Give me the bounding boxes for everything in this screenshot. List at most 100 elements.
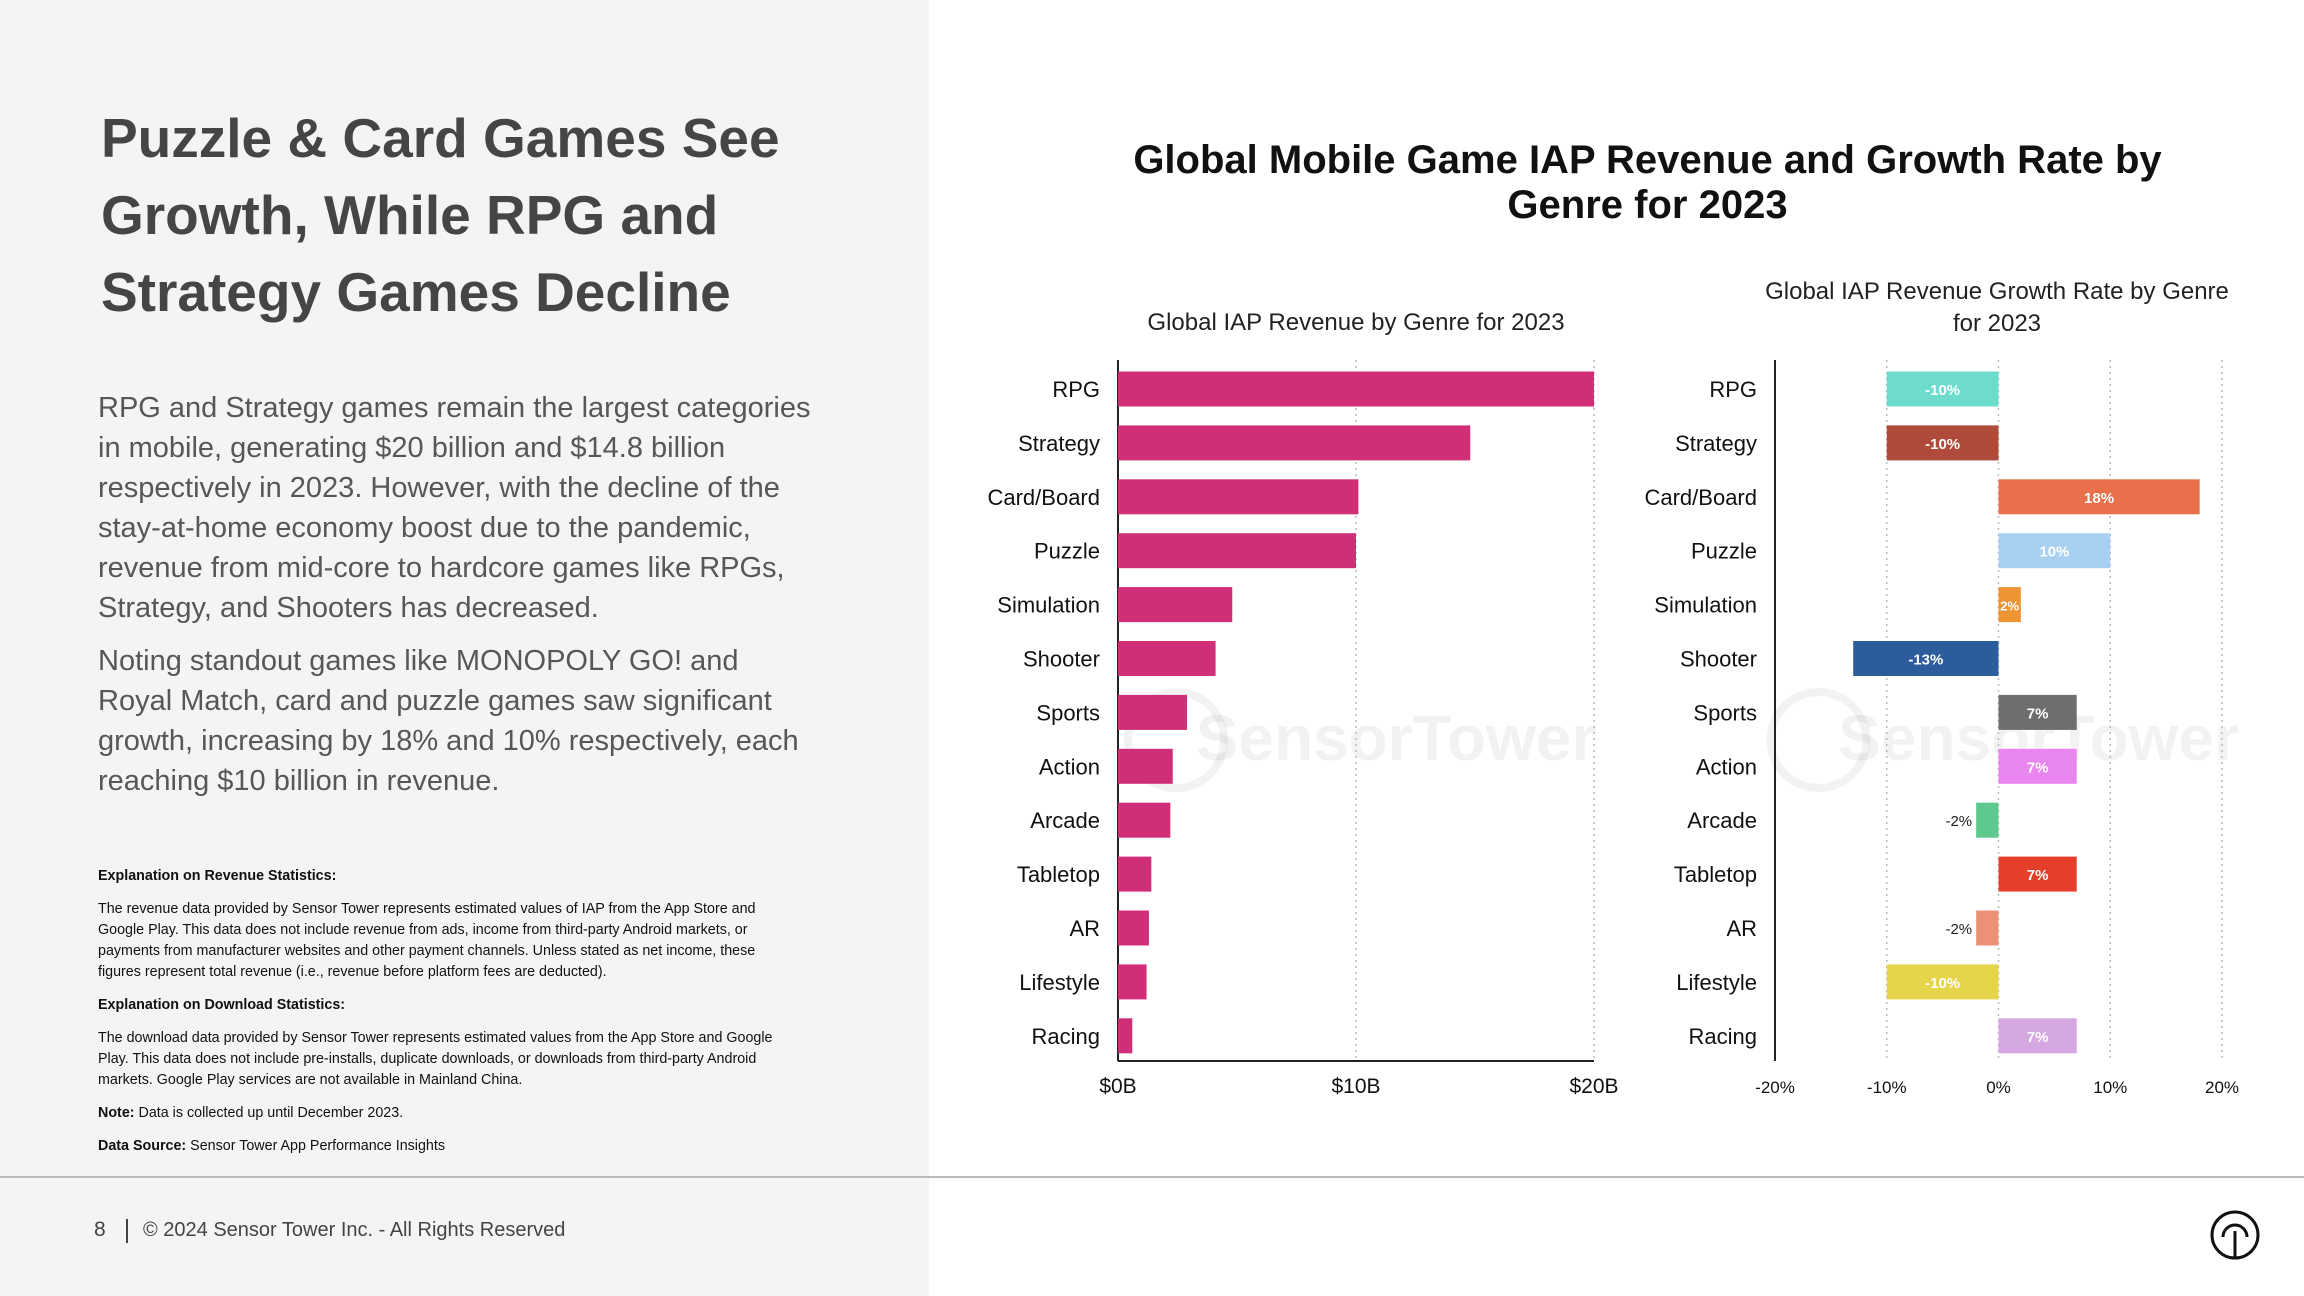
category-label: Tabletop: [1017, 862, 1100, 887]
data-label: 7%: [2027, 759, 2049, 776]
category-label: Puzzle: [1691, 539, 1757, 564]
note-text: Data is collected up until December 2023…: [134, 1105, 404, 1121]
page-title: Puzzle & Card Games See Growth, While RP…: [101, 107, 780, 323]
category-label: Racing: [1032, 1024, 1100, 1049]
bar: [1998, 1018, 2077, 1054]
data-label: 7%: [2027, 705, 2049, 722]
category-label: AR: [1726, 916, 1757, 941]
x-tick-label: $0B: [1099, 1075, 1136, 1098]
body-paragraph: Noting standout games like MONOPOLY GO! …: [98, 645, 799, 797]
bar: [1998, 748, 2077, 784]
x-tick-label: 20%: [2205, 1078, 2239, 1097]
category-label: Simulation: [1654, 593, 1757, 618]
bar: [1118, 371, 1594, 407]
bar: [1976, 910, 1999, 946]
bar: [1118, 1018, 1133, 1054]
category-label: Action: [1696, 754, 1757, 779]
note-label: Note:: [98, 1105, 135, 1121]
bar: [1118, 964, 1147, 1000]
chart-title: Global Mobile Game IAP Revenue and Growt…: [1133, 138, 2162, 227]
bar: [1118, 856, 1152, 892]
bar: [1998, 856, 2077, 892]
bar: [1118, 641, 1216, 676]
data-label: -10%: [1925, 975, 1960, 992]
data-label: -10%: [1925, 436, 1960, 453]
category-label: Sports: [1693, 700, 1757, 725]
x-tick-label: -10%: [1867, 1078, 1907, 1097]
category-label: Arcade: [1030, 808, 1100, 833]
category-label: Lifestyle: [1019, 970, 1100, 995]
bar: [1118, 694, 1188, 730]
bar: [1886, 425, 1999, 461]
left-panel: Puzzle & Card Games See Growth, While RP…: [0, 0, 929, 1296]
category-label: Puzzle: [1034, 539, 1100, 564]
body-paragraph: RPG and Strategy games remain the larges…: [98, 392, 811, 624]
note: Note: Data is collected up until Decembe…: [98, 1103, 798, 1124]
bar: [1853, 641, 1999, 676]
data-label: -2%: [1945, 813, 1972, 830]
bar: [1998, 479, 2200, 515]
revenue-text: The revenue data provided by Sensor Towe…: [98, 901, 756, 980]
bar: [1886, 964, 1999, 1000]
bar: [1998, 533, 2111, 569]
source-text: Sensor Tower App Performance Insights: [186, 1138, 446, 1154]
footer-separator: [126, 1219, 128, 1243]
watermark-logo-icon: [1124, 688, 1228, 792]
x-tick-label: $10B: [1331, 1075, 1380, 1098]
data-label: 10%: [2039, 544, 2069, 561]
bar: [1118, 910, 1149, 946]
category-label: Action: [1039, 754, 1100, 779]
watermark: SensorTower: [1838, 702, 2239, 774]
category-label: Sports: [1036, 700, 1100, 725]
source-label: Data Source:: [98, 1138, 187, 1154]
category-label: Lifestyle: [1676, 970, 1757, 995]
sensor-tower-logo-icon: [2210, 1210, 2260, 1260]
category-label: AR: [1069, 916, 1100, 941]
download-heading: Explanation on Download Statistics:: [98, 997, 346, 1013]
data-label: -10%: [1925, 382, 1960, 399]
chart-subtitle: for 2023: [1953, 310, 2041, 337]
bar: [1118, 479, 1359, 515]
x-tick-label: 0%: [1986, 1078, 2011, 1097]
x-tick-label: -20%: [1755, 1078, 1795, 1097]
category-label: Racing: [1689, 1024, 1757, 1049]
category-label: Strategy: [1675, 431, 1757, 456]
x-tick-label: 10%: [2093, 1078, 2127, 1097]
footer-divider: [0, 1176, 2304, 1178]
bar: [1998, 694, 2077, 730]
bar: [1118, 425, 1471, 461]
data-label: 7%: [2027, 867, 2049, 884]
category-label: Simulation: [997, 593, 1100, 618]
watermark: SensorTower: [1196, 702, 1597, 774]
bar: [1118, 748, 1173, 784]
download-text: The download data provided by Sensor Tow…: [98, 1030, 773, 1088]
revenue-heading: Explanation on Revenue Statistics:: [98, 868, 337, 884]
data-label: 7%: [2027, 1029, 2049, 1046]
category-label: Card/Board: [987, 485, 1100, 510]
data-source: Data Source: Sensor Tower App Performanc…: [98, 1136, 798, 1157]
bar: [1998, 587, 2021, 623]
data-label: -2%: [1945, 921, 1972, 938]
chart-subtitle: Global IAP Revenue Growth Rate by Genre: [1765, 278, 2229, 305]
bar: [1118, 587, 1233, 623]
bar: [1976, 802, 1999, 838]
category-label: Tabletop: [1674, 862, 1757, 887]
chart-subtitle: Global IAP Revenue by Genre for 2023: [1147, 309, 1564, 336]
copyright: © 2024 Sensor Tower Inc. - All Rights Re…: [143, 1219, 566, 1241]
category-label: Arcade: [1687, 808, 1757, 833]
bar: [1886, 371, 1999, 407]
page-number: 8: [94, 1218, 106, 1241]
category-label: Shooter: [1023, 647, 1100, 672]
bar: [1118, 533, 1356, 569]
category-label: RPG: [1052, 377, 1100, 402]
category-label: Card/Board: [1644, 485, 1757, 510]
data-label: 18%: [2084, 490, 2114, 507]
watermark-logo-icon: [1766, 688, 1871, 792]
bar: [1118, 802, 1171, 838]
x-tick-label: $20B: [1569, 1075, 1618, 1098]
category-label: Shooter: [1680, 647, 1757, 672]
data-label: 2%: [2000, 599, 2019, 614]
category-label: RPG: [1709, 377, 1757, 402]
category-label: Strategy: [1018, 431, 1100, 456]
notes: Explanation on Revenue Statistics: The r…: [98, 866, 798, 1169]
